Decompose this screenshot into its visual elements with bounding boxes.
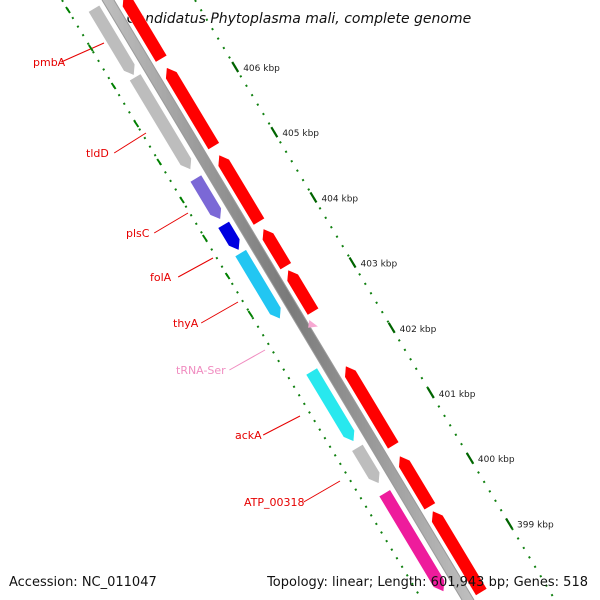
minor-tick (179, 196, 185, 204)
major-tick (309, 191, 318, 203)
gene-feature-plsC (189, 174, 222, 220)
gene-feature-ATP_00318 (351, 443, 381, 484)
gene-leader-line (229, 349, 266, 371)
gene-leader-line (113, 132, 147, 154)
minor-tick (247, 310, 254, 318)
major-tick (270, 126, 279, 138)
forward-cds-1 (122, 0, 168, 63)
gene-label-ackA: ackA (235, 429, 262, 442)
minor-tick (133, 120, 140, 128)
gene-label-tldD: tldD (86, 147, 109, 160)
minor-tick (224, 272, 231, 280)
gene-feature-unnamed (378, 489, 446, 593)
trna-ser-feature (308, 320, 318, 328)
genome-summary-label: Topology: linear; Length: 601,943 bp; Ge… (267, 575, 588, 590)
gene-feature-tldD (128, 73, 192, 171)
major-tick (231, 61, 240, 73)
gene-label-tRNA-Ser: tRNA-Ser (176, 364, 226, 377)
minor-tick (156, 158, 163, 166)
gene-label-plsC: plsC (126, 227, 150, 240)
major-tick (387, 322, 396, 334)
minor-tick (65, 6, 71, 14)
gene-leader-line (200, 301, 239, 324)
gene-leader-line (60, 42, 105, 63)
gene-feature-ackA (305, 367, 355, 442)
minor-tick (87, 44, 94, 52)
scale-label: 400 kbp (478, 455, 515, 465)
major-tick (465, 452, 474, 464)
gene-leader-line (177, 257, 214, 278)
scale-label: 404 kbp (321, 194, 358, 204)
gene-label-folA: folA (150, 271, 172, 284)
gene-label-ATP_00318: ATP_00318 (244, 496, 305, 509)
gene-leader-line (303, 480, 341, 503)
forward-cds-2 (165, 67, 220, 151)
accession-label: Accession: NC_011047 (9, 575, 157, 590)
inner-guide-line (61, 0, 423, 600)
scale-label: 399 kbp (517, 520, 554, 530)
backbone (101, 0, 475, 600)
minor-tick (110, 82, 117, 90)
scale-label: 401 kbp (439, 390, 476, 400)
gene-feature-folA (217, 220, 241, 251)
gene-feature-pmbA (87, 4, 136, 76)
forward-cds-3 (217, 154, 266, 226)
gene-label-thyA: thyA (173, 317, 199, 330)
gene-feature-thyA (234, 249, 282, 320)
major-tick (348, 257, 357, 269)
gene-leader-line (262, 415, 301, 436)
scale-label: 402 kbp (400, 325, 437, 335)
gene-leader-line (153, 212, 189, 234)
scale-dotted-line (194, 0, 556, 600)
forward-cds-7 (398, 455, 437, 511)
minor-tick (201, 234, 208, 242)
forward-cds-4 (261, 228, 292, 271)
scale-label: 405 kbp (282, 129, 319, 139)
major-tick (505, 517, 513, 529)
forward-cds-5 (286, 269, 320, 316)
forward-cds-6 (344, 365, 400, 450)
gene-label-pmbA: pmbA (33, 56, 66, 69)
scale-label: 406 kbp (243, 64, 280, 74)
map-title: Candidatus Phytoplasma mali, complete ge… (127, 11, 471, 27)
major-tick (426, 387, 435, 399)
scale-label: 403 kbp (361, 260, 398, 270)
forward-cds-8 (431, 510, 488, 597)
